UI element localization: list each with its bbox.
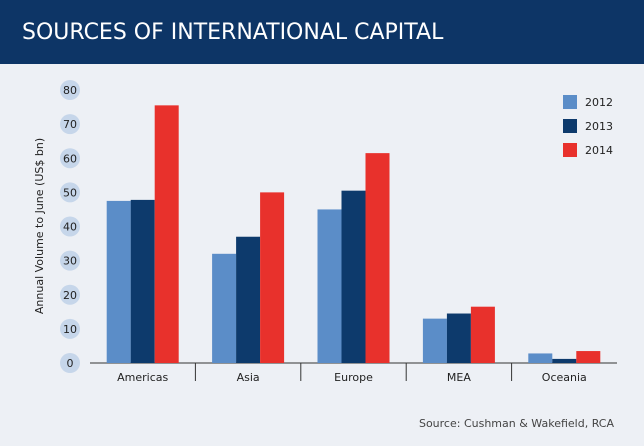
x-tick-label: Asia [237, 371, 260, 384]
y-tick-marker [60, 80, 80, 100]
bar [236, 236, 261, 363]
y-tick-label: 0 [67, 357, 74, 370]
bar [212, 253, 237, 363]
y-tick-label: 80 [63, 84, 77, 97]
header-band [0, 0, 644, 64]
bar [528, 353, 553, 363]
bar [106, 200, 131, 363]
bar [341, 190, 366, 363]
legend-label: 2012 [585, 96, 613, 109]
x-tick-label: Americas [117, 371, 168, 384]
y-axis-label: Annual Volume to June (US$ bn) [33, 138, 46, 314]
bar [576, 351, 601, 363]
x-tick-label: Oceania [542, 371, 587, 384]
chart-title: SOURCES OF INTERNATIONAL CAPITAL [22, 20, 444, 45]
y-tick-label: 20 [63, 289, 77, 302]
y-tick-label: 30 [63, 255, 77, 268]
y-tick-marker [60, 250, 80, 271]
y-tick-label: 70 [63, 118, 77, 131]
y-tick-marker [60, 284, 80, 305]
legend-swatch [563, 119, 577, 133]
bar [422, 318, 447, 363]
y-tick-marker [60, 353, 80, 373]
bar [446, 313, 471, 363]
legend-swatch [563, 143, 577, 157]
y-tick-marker [60, 216, 80, 237]
legend-swatch [563, 95, 577, 109]
bar [365, 153, 390, 363]
y-tick-label: 50 [63, 186, 77, 199]
x-tick-label: MEA [447, 371, 471, 384]
y-tick-marker [60, 318, 80, 339]
bar [317, 209, 342, 363]
bar [260, 192, 285, 363]
y-tick-marker [60, 148, 80, 169]
y-tick-marker [60, 114, 80, 135]
y-tick-marker [60, 182, 80, 203]
bar [470, 306, 495, 363]
y-tick-label: 40 [63, 221, 77, 234]
legend-label: 2014 [585, 144, 613, 157]
x-tick-label: Europe [334, 371, 373, 384]
bar [552, 358, 577, 363]
y-tick-label: 10 [63, 323, 77, 336]
bar [130, 199, 155, 363]
y-tick-label: 60 [63, 152, 77, 165]
bar [154, 105, 179, 363]
source-note: Source: Cushman & Wakefield, RCA [419, 417, 614, 430]
legend-label: 2013 [585, 120, 613, 133]
